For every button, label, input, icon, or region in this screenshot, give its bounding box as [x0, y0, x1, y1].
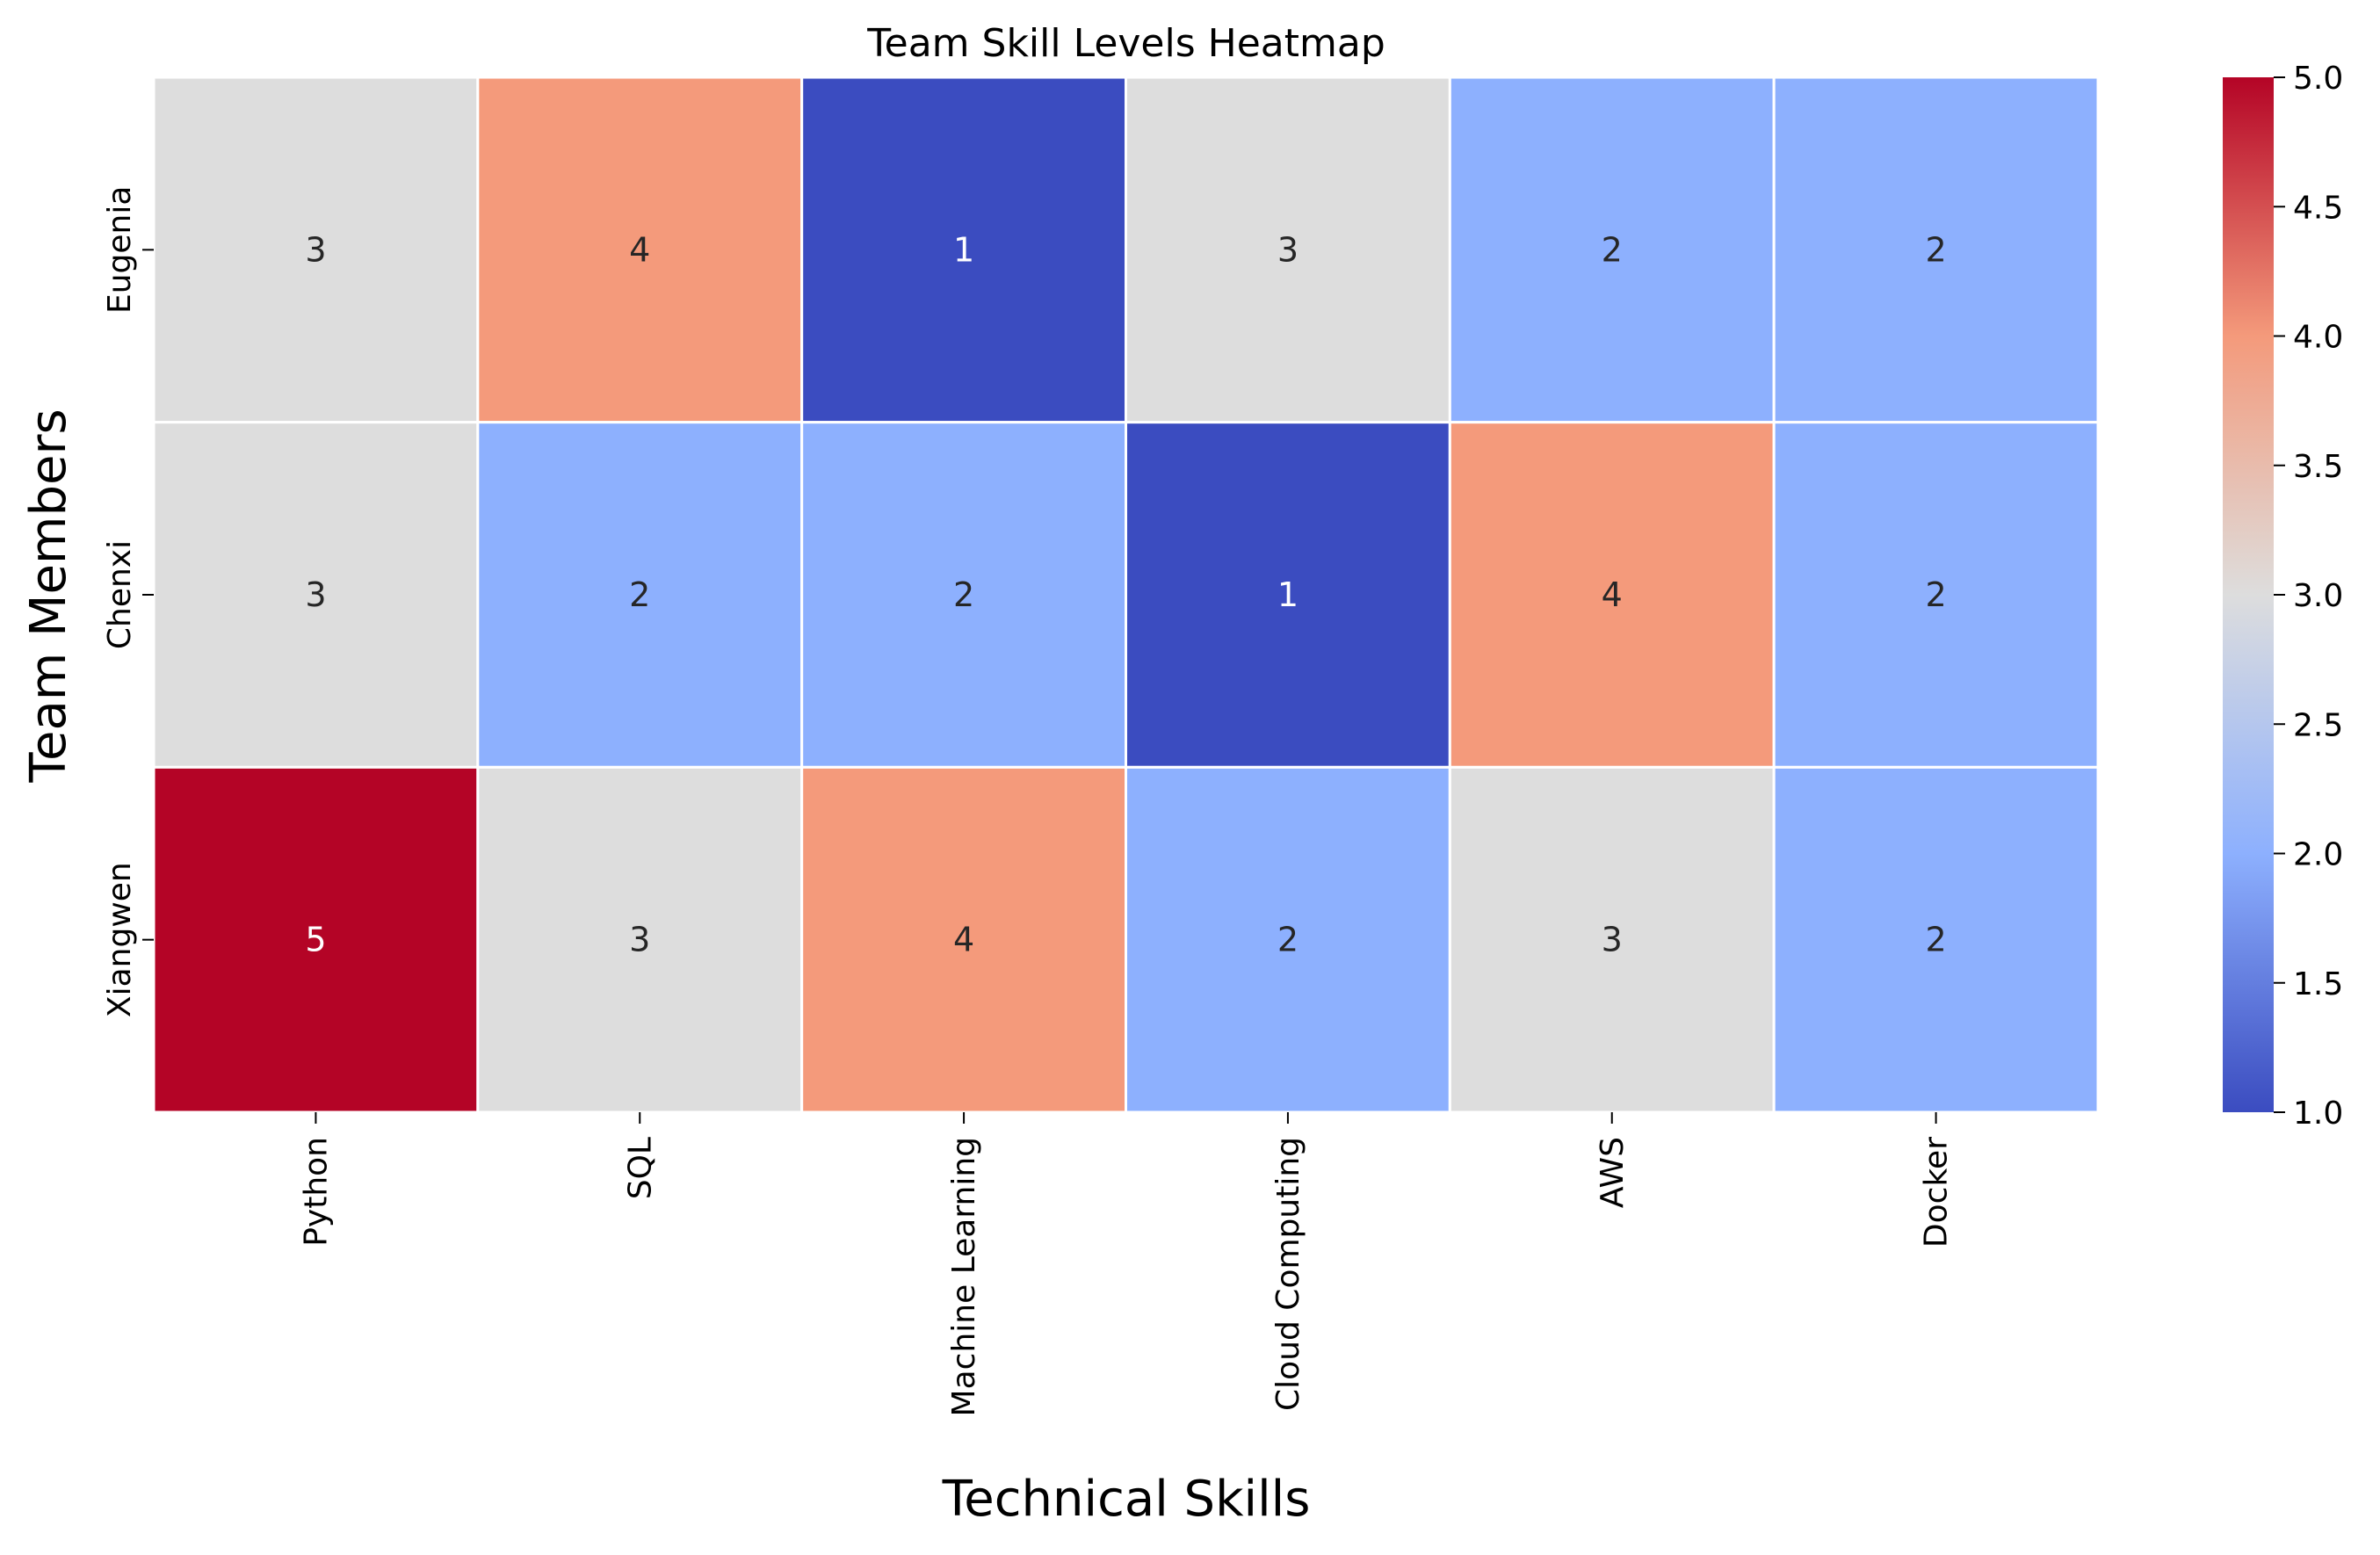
cell-value-label: 3 [629, 921, 650, 959]
cell-value-label: 2 [953, 575, 974, 614]
x-axis-label: Technical Skills [942, 1471, 1311, 1528]
heatmap-cell [152, 76, 480, 424]
x-axis-ticks: Python SQL Machine Learning Cloud Computing… [298, 1112, 1955, 1416]
y-tick-label: Xiangwen [102, 862, 138, 1017]
x-tick-label: Cloud Computing [1270, 1137, 1306, 1411]
colorbar-gradient [2223, 77, 2274, 1112]
heatmap-cell [1448, 76, 1776, 424]
cell-value-label: 4 [629, 230, 650, 269]
heatmap-cell [476, 421, 804, 769]
heatmap-cell [1125, 76, 1451, 424]
colorbar-tick-label: 2.0 [2293, 837, 2343, 873]
x-tick-label: Machine Learning [946, 1137, 982, 1416]
colorbar-tick-label: 3.0 [2293, 578, 2343, 614]
cell-value-label: 4 [1602, 575, 1623, 614]
heatmap-cell [152, 765, 480, 1114]
colorbar-tick-label: 2.5 [2293, 707, 2343, 743]
colorbar: 1.0 1.5 2.0 2.5 3.0 3.5 4.0 4.5 5.0 [2223, 61, 2343, 1132]
colorbar-tick-label: 4.0 [2293, 320, 2343, 356]
cell-value-label: 1 [953, 230, 974, 269]
cell-value-label: 4 [953, 921, 974, 959]
chart-title: Team Skill Levels Heatmap [866, 21, 1385, 66]
x-tick-label: Python [298, 1137, 334, 1247]
cell-value-label: 3 [305, 230, 326, 269]
heatmap-cell [1448, 765, 1776, 1114]
heatmap-cell [800, 76, 1128, 424]
colorbar-tick-label: 4.5 [2293, 190, 2343, 226]
cell-value-label: 1 [1277, 575, 1299, 614]
heatmap-cell [476, 76, 804, 424]
heatmap-cell [1772, 76, 2100, 424]
heatmap-cell [1772, 421, 2100, 769]
y-axis-label: Team Members [20, 409, 77, 783]
colorbar-tick-label: 1.0 [2293, 1096, 2343, 1132]
colorbar-tick-label: 3.5 [2293, 449, 2343, 485]
heatmap-cell [1125, 421, 1451, 769]
cell-value-label: 3 [1602, 921, 1623, 959]
heatmap-cell [1772, 765, 2100, 1114]
y-tick-label: Chenxi [102, 540, 138, 649]
y-axis-ticks: Eugenia Chenxi Xiangwen [102, 186, 154, 1017]
cell-value-label: 2 [1602, 230, 1623, 269]
x-tick-label: Docker [1919, 1137, 1955, 1248]
colorbar-tick-label: 5.0 [2293, 61, 2343, 97]
cell-value-label: 2 [1277, 921, 1299, 959]
cell-value-label: 2 [629, 575, 650, 614]
colorbar-tick-label: 1.5 [2293, 966, 2343, 1002]
heatmap-cell [800, 765, 1128, 1114]
y-tick-label: Eugenia [102, 186, 138, 314]
x-tick-label: SQL [622, 1137, 658, 1199]
cell-value-label: 2 [1925, 230, 1946, 269]
heatmap-cell [1125, 765, 1451, 1114]
cell-value-label: 5 [305, 921, 326, 959]
cell-value-label: 3 [1277, 230, 1299, 269]
cell-annotations: 3 4 1 3 2 2 3 2 2 1 4 2 5 3 4 2 3 2 [305, 230, 1946, 958]
heatmap-cell [476, 765, 804, 1114]
cell-value-label: 2 [1925, 921, 1946, 959]
cell-value-label: 3 [305, 575, 326, 614]
x-tick-label: AWS [1595, 1137, 1631, 1208]
heatmap-cells [152, 76, 2100, 1114]
cell-value-label: 2 [1925, 575, 1946, 614]
